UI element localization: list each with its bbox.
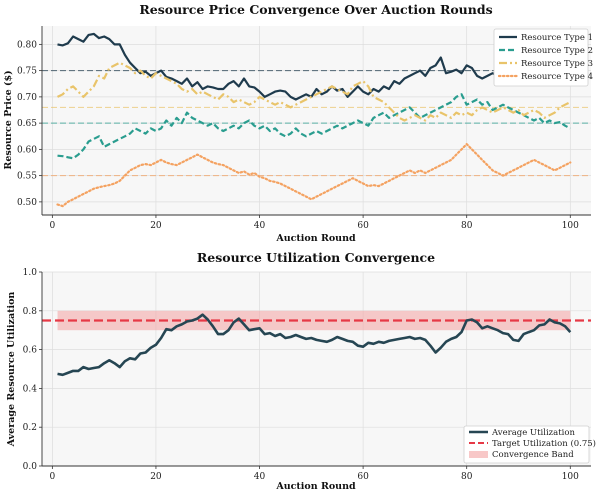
series-line-type4 [56,143,572,208]
series-line-type2 [57,93,571,160]
utilization-chart-title: Resource Utilization Convergence [197,250,435,265]
utilization-xtick-label: 60 [357,472,369,482]
price-ytick-label: 0.60 [17,145,37,155]
legend-label-type3: Resource Type 3 [521,59,593,69]
utilization-chart-xlabel: Auction Round [275,481,356,492]
price-ytick-label: 0.50 [17,198,37,208]
utilization-ytick-label: 0.0 [23,462,38,472]
legend-label-average: Average Utilization [491,428,575,438]
price-chart: Resource Price Convergence Over Auction … [3,2,593,244]
legend-swatch-band [469,451,488,458]
utilization-ytick-label: 0.6 [23,346,38,356]
utilization-ytick-label: 0.2 [23,423,37,433]
price-chart-legend: Resource Type 1 Resource Type 2 Resource… [493,28,593,87]
price-chart-xlabel: Auction Round [275,233,356,244]
price-chart-ylabel: Resource Price ($) [3,70,14,169]
legend-label-target: Target Utilization (0.75) [492,438,596,449]
utilization-ytick-label: 1.0 [23,268,38,278]
price-xtick-label: 0 [49,221,55,231]
utilization-ytick-label: 0.8 [23,307,38,317]
series-line-average [57,313,572,377]
legend-label-type2: Resource Type 2 [521,46,593,56]
utilization-xtick-label: 0 [49,472,55,482]
price-chart-title: Resource Price Convergence Over Auction … [139,2,492,17]
series-line-type3 [57,61,571,122]
price-xtick-label: 80 [461,221,473,231]
utilization-xtick-label: 40 [254,472,266,482]
utilization-xtick-label: 100 [562,472,579,482]
legend-label-band: Convergence Band [492,450,574,460]
price-xtick-label: 100 [562,221,579,231]
price-xtick-label: 60 [357,221,369,231]
utilization-xtick-label: 80 [461,472,473,482]
price-xtick-label: 20 [150,221,162,231]
legend-label-type1: Resource Type 1 [521,33,593,43]
legend-label-type4: Resource Type 4 [521,72,593,82]
price-ytick-label: 0.65 [17,119,37,129]
price-ytick-label: 0.70 [17,93,37,103]
price-ytick-label: 0.55 [17,172,37,182]
utilization-ytick-label: 0.4 [23,384,38,394]
utilization-chart-ylabel: Average Resource Utilization [6,292,17,448]
utilization-chart: Resource Utilization Convergence 0 20 40 60… [6,250,596,492]
utilization-chart-legend: Average Utilization Target Utilization (… [463,425,596,464]
price-xtick-label: 40 [254,221,266,231]
utilization-xtick-label: 20 [150,472,162,482]
price-ytick-label: 0.80 [17,40,37,50]
price-ytick-label: 0.75 [17,67,37,77]
convergence-band [57,310,571,331]
